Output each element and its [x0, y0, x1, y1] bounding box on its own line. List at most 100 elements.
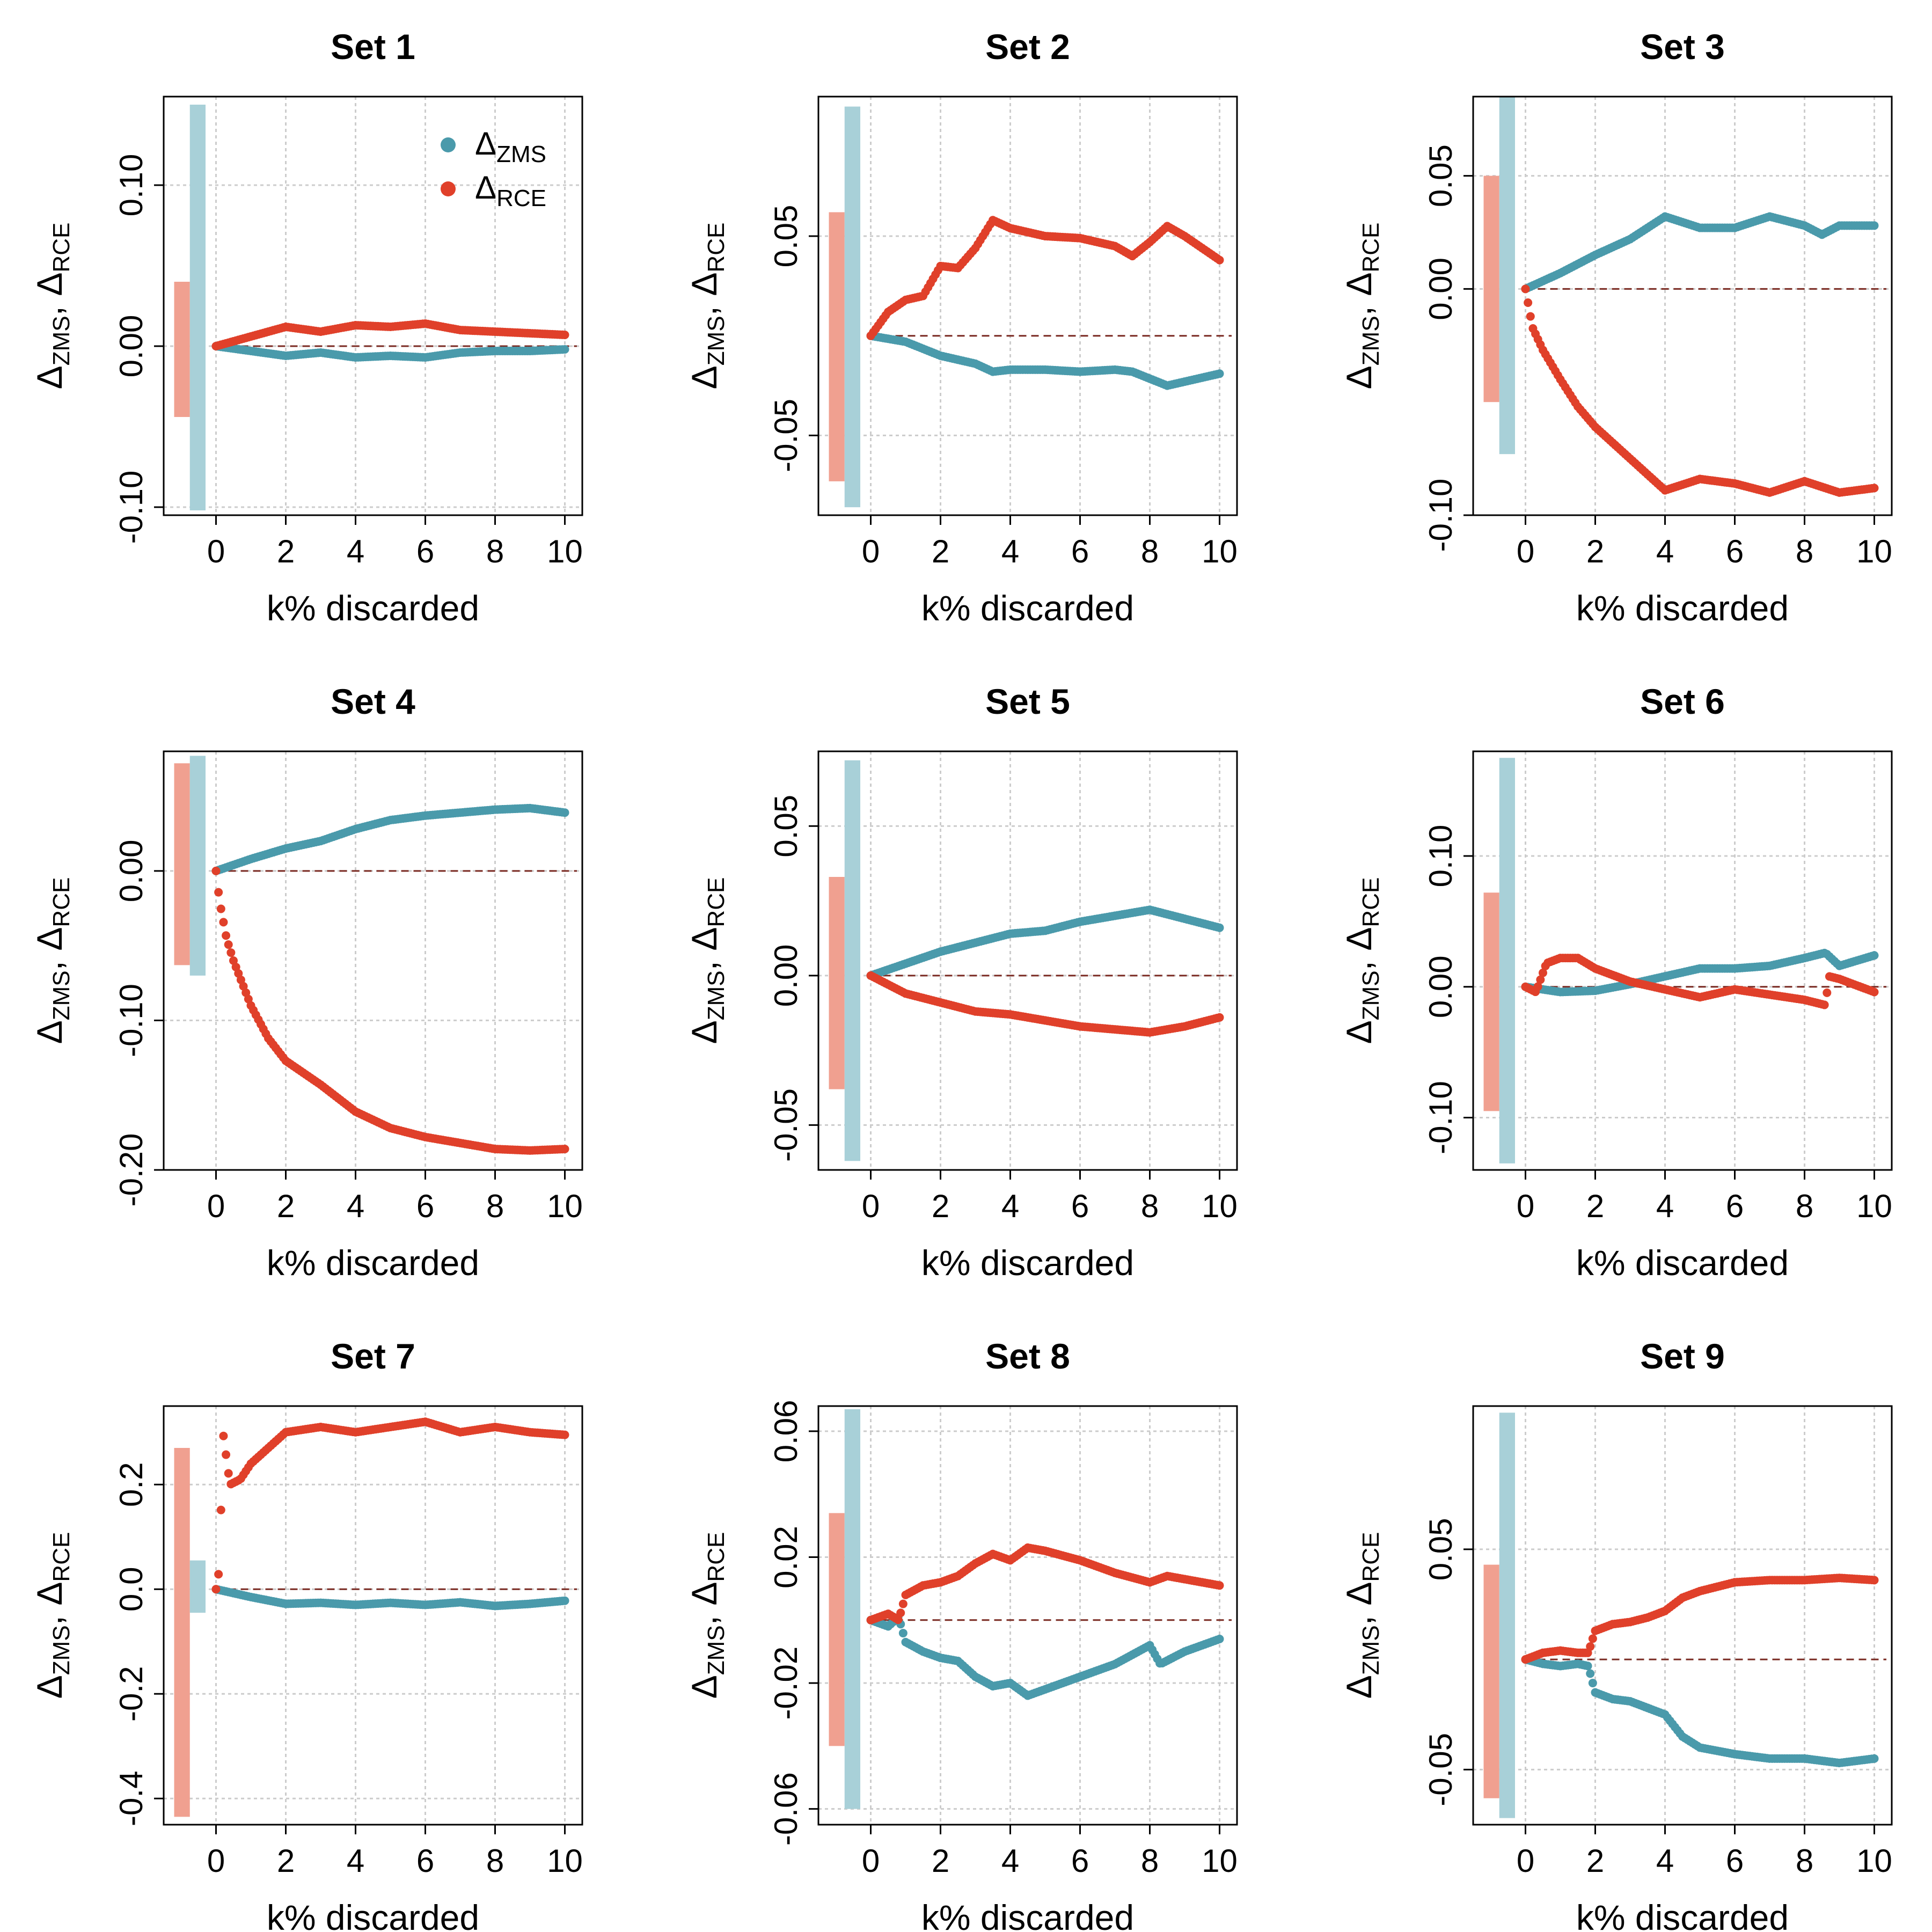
x-axis-label: k% discarded — [267, 1898, 479, 1932]
zms-range-band — [189, 756, 206, 976]
chart-title: Set 1 — [331, 27, 415, 67]
x-tick-label: 10 — [1202, 533, 1238, 569]
y-tick-label: -0.10 — [1423, 1081, 1459, 1154]
x-tick-label: 10 — [547, 533, 583, 569]
zms-point — [1870, 1754, 1879, 1763]
x-tick-label: 2 — [932, 1843, 949, 1879]
y-tick-label: 0.05 — [768, 795, 804, 858]
y-axis-label: ΔZMS, ΔRCE — [684, 1532, 729, 1699]
rce-point — [1533, 982, 1542, 991]
y-tick-label: 0.05 — [1423, 144, 1459, 207]
y-tick-label: -0.4 — [113, 1771, 149, 1826]
x-tick-label: 0 — [207, 1188, 225, 1224]
chart-title: Set 6 — [1640, 682, 1725, 721]
legend-rce-marker — [441, 181, 456, 196]
chart-title: Set 7 — [331, 1336, 415, 1376]
rce-point — [896, 1608, 905, 1618]
zms-point — [1870, 951, 1879, 960]
zms-point — [1215, 369, 1224, 378]
plot-frame — [1472, 96, 1893, 516]
y-axis-label: ΔZMS, ΔRCE — [684, 223, 729, 390]
y-tick-label: -0.06 — [768, 1772, 804, 1846]
rce-point — [219, 1431, 228, 1440]
chart-panel-4: Set 4 0 2 4 6 8 10 -0.20 -0.10 0.00 k% discarded ΔZ… — [30, 682, 583, 1283]
rce-point — [1536, 975, 1545, 984]
x-tick-label: 4 — [347, 1843, 364, 1879]
x-axis-label: k% discarded — [267, 588, 479, 628]
rce-point — [1823, 988, 1832, 997]
chart-panel-8: Set 8 0 2 4 6 8 10 -0.06 -0.02 0.02 0.06 k% discard… — [684, 1336, 1238, 1932]
y-axis-label: ΔZMS, ΔRCE — [1339, 223, 1384, 390]
rce-range-band — [174, 763, 190, 965]
x-tick-label: 4 — [1656, 1843, 1674, 1879]
rce-point — [898, 1599, 908, 1608]
chart-panel-6: Set 6 0 2 4 6 8 10 -0.10 0.00 0.10 k% discarded ΔZM… — [1339, 682, 1893, 1283]
x-tick-label: 4 — [347, 1188, 364, 1224]
chart-panel-1: Set 1 0 2 4 6 8 10 -0.10 0.00 0.10 k% discarded ΔZM… — [30, 27, 583, 628]
x-tick-label: 4 — [347, 533, 364, 569]
zms-point — [1588, 1679, 1597, 1688]
chart-panel-7: Set 7 0 2 4 6 8 10 -0.4 -0.2 0.0 0.2 k% discarded ΔZ… — [30, 1336, 583, 1932]
y-tick-label: -0.10 — [113, 471, 149, 544]
legend-zms-marker — [441, 137, 456, 152]
x-tick-label: 8 — [1796, 1843, 1813, 1879]
x-tick-label: 6 — [1071, 1188, 1089, 1224]
rce-range-band — [829, 877, 845, 1089]
x-tick-label: 8 — [1141, 1843, 1159, 1879]
zms-range-band — [844, 106, 860, 508]
x-tick-label: 4 — [1001, 1843, 1019, 1879]
x-tick-label: 10 — [547, 1188, 583, 1224]
rce-range-band — [829, 1513, 845, 1746]
x-tick-label: 10 — [1202, 1843, 1238, 1879]
rce-point — [1870, 987, 1879, 997]
x-tick-label: 0 — [207, 1843, 225, 1879]
legend-rce-label: ΔRCE — [475, 170, 546, 211]
x-tick-label: 2 — [277, 533, 295, 569]
x-tick-label: 8 — [1141, 533, 1159, 569]
x-axis-label: k% discarded — [921, 1898, 1134, 1932]
y-tick-label: 0.02 — [768, 1526, 804, 1589]
rce-point — [219, 918, 228, 927]
x-tick-label: 2 — [1586, 533, 1604, 569]
rce-point — [216, 904, 225, 913]
y-tick-label: 0.05 — [1423, 1518, 1459, 1580]
chart-title: Set 9 — [1640, 1336, 1725, 1376]
chart-title: Set 4 — [331, 682, 415, 721]
y-axis-label: ΔZMS, ΔRCE — [30, 877, 75, 1044]
y-axis-label: ΔZMS, ΔRCE — [1339, 1532, 1384, 1699]
x-tick-label: 8 — [1796, 1188, 1813, 1224]
rce-range-band — [1483, 175, 1499, 402]
zms-point — [1870, 221, 1879, 230]
x-tick-label: 0 — [1517, 1188, 1534, 1224]
zms-point — [898, 1629, 908, 1638]
rce-point — [216, 1505, 225, 1514]
x-tick-label: 10 — [547, 1843, 583, 1879]
rce-point — [222, 1450, 231, 1459]
rce-range-band — [829, 212, 845, 481]
zms-point — [1215, 1634, 1224, 1643]
x-tick-label: 0 — [1517, 1843, 1534, 1879]
x-tick-label: 2 — [932, 533, 949, 569]
x-tick-label: 0 — [862, 1843, 880, 1879]
zms-range-band — [189, 1560, 206, 1613]
x-tick-label: 4 — [1656, 1188, 1674, 1224]
y-tick-label: -0.2 — [113, 1666, 149, 1722]
y-tick-label: 0.05 — [768, 205, 804, 268]
rce-point — [1215, 1581, 1224, 1590]
plot-frame — [163, 750, 583, 1171]
chart-panel-5: Set 5 0 2 4 6 8 10 -0.05 0.00 0.05 k% discarded ΔZM… — [684, 682, 1238, 1283]
zms-range-band — [1499, 758, 1515, 1163]
rce-point — [560, 331, 569, 339]
x-axis-label: k% discarded — [921, 588, 1134, 628]
plot-frame — [163, 96, 583, 516]
y-tick-label: 0.00 — [1423, 258, 1459, 320]
rce-range-band — [1483, 892, 1499, 1111]
x-tick-label: 10 — [1856, 1843, 1892, 1879]
y-tick-label: -0.02 — [768, 1646, 804, 1720]
x-tick-label: 2 — [277, 1188, 295, 1224]
rce-point — [1586, 1642, 1595, 1651]
zms-point — [1583, 1662, 1592, 1671]
x-axis-label: k% discarded — [921, 1243, 1134, 1283]
zms-point — [560, 345, 569, 354]
